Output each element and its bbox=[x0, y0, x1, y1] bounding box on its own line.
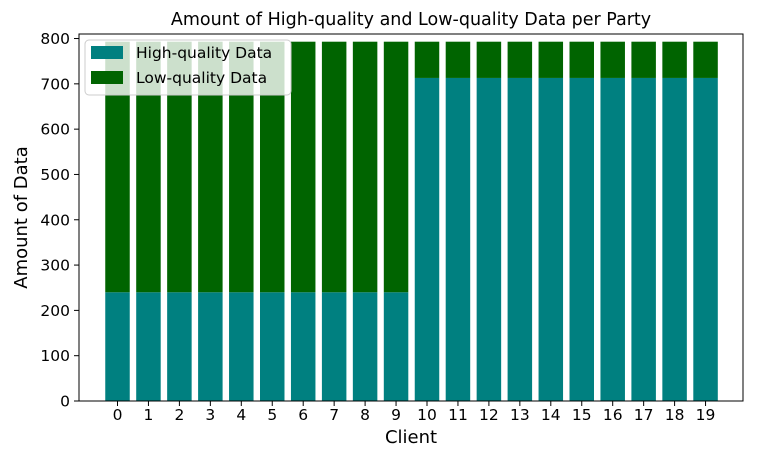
x-tick-label: 2 bbox=[174, 406, 184, 424]
y-tick-label: 400 bbox=[40, 211, 70, 229]
x-tick-label: 0 bbox=[113, 406, 123, 424]
bar-high-quality-client-12 bbox=[476, 77, 502, 401]
bar-low-quality-client-13 bbox=[507, 41, 533, 78]
y-tick-label: 700 bbox=[40, 75, 70, 93]
bar-low-quality-client-18 bbox=[662, 41, 687, 78]
legend-label-high-quality: High-quality Data bbox=[136, 44, 272, 62]
bar-high-quality-client-5 bbox=[260, 292, 285, 401]
x-tick-label: 16 bbox=[603, 406, 623, 424]
bar-high-quality-client-7 bbox=[321, 292, 347, 401]
x-tick-label: 13 bbox=[510, 406, 530, 424]
x-tick-label: 18 bbox=[665, 406, 685, 424]
bar-high-quality-client-19 bbox=[693, 77, 718, 401]
x-tick-label: 19 bbox=[696, 406, 716, 424]
y-axis-ticks: 0 100 200 300 400 500 600 700 800 bbox=[40, 30, 79, 411]
x-axis-label: Client bbox=[385, 427, 437, 448]
legend-swatch-high-quality bbox=[91, 46, 123, 59]
x-axis-ticks: 0 1 2 3 4 5 6 7 8 9 10 11 12 13 14 15 16 17 18 19 bbox=[113, 401, 716, 424]
y-tick-label: 0 bbox=[60, 393, 70, 411]
legend-label-low-quality: Low-quality Data bbox=[136, 69, 267, 87]
bar-high-quality-client-0 bbox=[105, 292, 130, 401]
x-tick-label: 10 bbox=[417, 406, 437, 424]
bar-high-quality-client-17 bbox=[631, 77, 656, 401]
bar-low-quality-client-10 bbox=[414, 41, 440, 78]
legend: High-quality Data Low-quality Data bbox=[84, 39, 292, 96]
bar-high-quality-client-10 bbox=[414, 77, 440, 401]
bar-high-quality-client-6 bbox=[290, 292, 316, 401]
bar-low-quality-client-6 bbox=[290, 41, 316, 293]
bar-high-quality-client-11 bbox=[445, 77, 471, 401]
bar-low-quality-client-12 bbox=[476, 41, 502, 78]
bar-low-quality-client-7 bbox=[321, 41, 347, 293]
x-tick-label: 12 bbox=[479, 406, 499, 424]
x-tick-label: 15 bbox=[572, 406, 592, 424]
x-tick-label: 14 bbox=[541, 406, 561, 424]
bars-group bbox=[105, 41, 718, 401]
bar-low-quality-client-19 bbox=[693, 41, 718, 78]
bar-high-quality-client-14 bbox=[538, 77, 564, 401]
y-tick-label: 100 bbox=[40, 347, 70, 365]
bar-low-quality-client-17 bbox=[631, 41, 656, 78]
bar-low-quality-client-8 bbox=[352, 41, 378, 293]
y-tick-label: 200 bbox=[40, 302, 70, 320]
y-tick-label: 500 bbox=[40, 166, 70, 184]
y-axis-label: Amount of Data bbox=[11, 146, 32, 289]
bar-high-quality-client-4 bbox=[229, 292, 254, 401]
bar-high-quality-client-13 bbox=[507, 77, 533, 401]
x-tick-label: 4 bbox=[236, 406, 246, 424]
bar-high-quality-client-8 bbox=[352, 292, 378, 401]
x-tick-label: 1 bbox=[144, 406, 154, 424]
x-tick-label: 17 bbox=[634, 406, 654, 424]
y-tick-label: 600 bbox=[40, 121, 70, 139]
bar-high-quality-client-1 bbox=[136, 292, 161, 401]
bar-low-quality-client-11 bbox=[445, 41, 471, 78]
x-tick-label: 8 bbox=[360, 406, 370, 424]
y-tick-label: 300 bbox=[40, 257, 70, 275]
chart-title: Amount of High-quality and Low-quality D… bbox=[171, 10, 651, 30]
bar-high-quality-client-16 bbox=[600, 77, 625, 401]
bar-low-quality-client-9 bbox=[383, 41, 409, 293]
bar-low-quality-client-14 bbox=[538, 41, 564, 78]
bar-low-quality-client-16 bbox=[600, 41, 625, 78]
legend-swatch-low-quality bbox=[91, 71, 123, 84]
bar-high-quality-client-15 bbox=[569, 77, 594, 401]
bar-high-quality-client-2 bbox=[167, 292, 192, 401]
x-tick-label: 7 bbox=[329, 406, 339, 424]
x-tick-label: 9 bbox=[391, 406, 401, 424]
legend-box bbox=[84, 39, 292, 96]
bar-high-quality-client-3 bbox=[198, 292, 223, 401]
x-tick-label: 6 bbox=[298, 406, 308, 424]
x-tick-label: 11 bbox=[448, 406, 468, 424]
bar-high-quality-client-18 bbox=[662, 77, 687, 401]
x-tick-label: 3 bbox=[205, 406, 215, 424]
plot-frame bbox=[78, 33, 744, 402]
x-tick-label: 5 bbox=[267, 406, 277, 424]
bar-low-quality-client-15 bbox=[569, 41, 594, 78]
y-tick-label: 800 bbox=[40, 30, 70, 48]
bar-high-quality-client-9 bbox=[383, 292, 409, 401]
